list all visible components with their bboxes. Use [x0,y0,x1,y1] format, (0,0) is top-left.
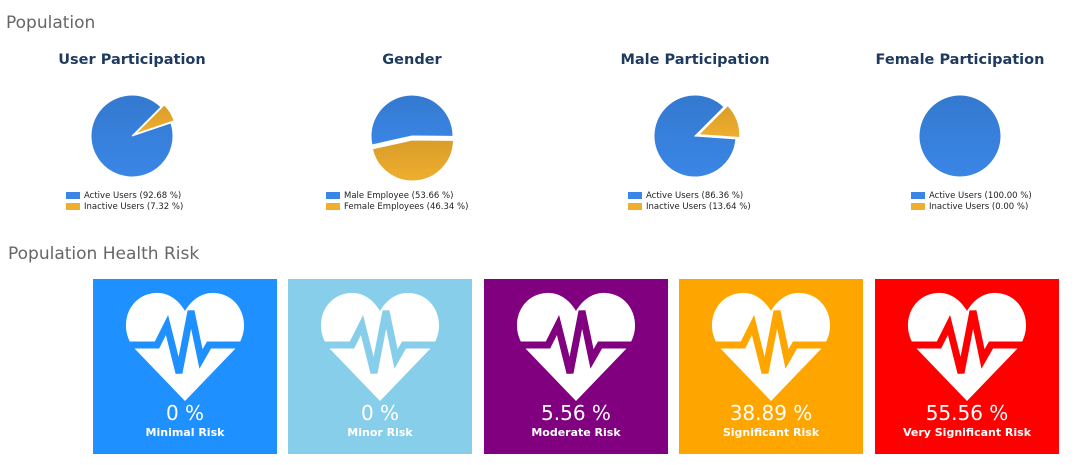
legend-swatch [628,203,642,210]
legend-label: Active Users (92.68 %) [84,190,182,201]
chart-legend: Male Employee (53.66 %) Female Employees… [326,190,468,212]
legend-swatch [628,192,642,199]
user-participation-chart: User Participation Active Users (92.68 %… [12,52,252,222]
pie-chart [918,94,1002,178]
pie-chart [653,94,741,178]
male-participation-chart: Male Participation Active Users (86.36 %… [575,52,815,222]
risk-label: Moderate Risk [531,426,621,439]
legend-swatch [911,203,925,210]
health-risk-section-title: Population Health Risk [8,244,200,264]
pie-slice-female-employees[interactable] [371,139,454,182]
risk-card-significant[interactable]: 38.89 % Significant Risk [679,279,863,454]
legend-item: Active Users (86.36 %) [628,190,751,201]
legend-item: Active Users (100.00 %) [911,190,1032,201]
gender-chart: Gender Male Employee (53.66 %) Female Em… [292,52,532,222]
chart-legend: Active Users (92.68 %) Inactive Users (7… [66,190,183,212]
risk-card-minimal[interactable]: 0 % Minimal Risk [93,279,277,454]
legend-item: Inactive Users (13.64 %) [628,201,751,212]
heart-pulse-icon [514,292,638,401]
female-participation-chart: Female Participation Active Users (100.0… [840,52,1080,222]
chart-legend: Active Users (100.00 %) Inactive Users (… [911,190,1032,212]
chart-title: User Participation [58,52,206,68]
risk-label: Minor Risk [347,426,413,439]
chart-title: Male Participation [620,52,770,68]
chart-title: Gender [382,52,442,68]
legend-label: Inactive Users (7.32 %) [84,201,184,212]
heart-pulse-icon [905,292,1029,401]
legend-item: Active Users (92.68 %) [66,190,183,201]
pie-slice-active-users[interactable] [653,94,737,178]
risk-percentage: 38.89 % [729,401,813,425]
legend-item: Inactive Users (0.00 %) [911,201,1032,212]
chart-title: Female Participation [875,52,1045,68]
risk-label: Significant Risk [722,426,820,439]
risk-percentage: 0 % [165,401,205,425]
legend-label: Active Users (86.36 %) [646,190,744,201]
legend-label: Inactive Users (0.00 %) [929,201,1029,212]
pie-slice-inactive-users[interactable] [135,104,175,135]
legend-swatch [66,203,80,210]
risk-label: Minimal Risk [145,426,225,439]
heart-pulse-icon [123,292,247,401]
risk-percentage: 5.56 % [541,401,611,425]
legend-swatch [66,192,80,199]
risk-percentage: 55.56 % [925,401,1009,425]
risk-card-minor[interactable]: 0 % Minor Risk [288,279,472,454]
legend-label: Active Users (100.00 %) [929,190,1032,201]
risk-card-very-significant[interactable]: 55.56 % Very Significant Risk [875,279,1059,454]
legend-item: Female Employees (46.34 %) [326,201,468,212]
legend-item: Male Employee (53.66 %) [326,190,468,201]
legend-label: Male Employee (53.66 %) [344,190,454,201]
legend-item: Inactive Users (7.32 %) [66,201,183,212]
legend-swatch [326,192,340,199]
legend-label: Inactive Users (13.64 %) [646,201,751,212]
pie-slice-male-employee[interactable] [370,94,454,146]
pie-chart [370,94,454,182]
legend-swatch [326,203,340,210]
risk-card-moderate[interactable]: 5.56 % Moderate Risk [484,279,668,454]
legend-label: Female Employees (46.34 %) [344,201,469,212]
pie-slice-active-users[interactable] [90,94,174,178]
risk-label: Very Significant Risk [902,426,1032,439]
heart-pulse-icon [709,292,833,401]
legend-swatch [911,192,925,199]
heart-pulse-icon [318,292,442,401]
risk-percentage: 0 % [360,401,400,425]
pie-slice-inactive-users[interactable] [697,104,741,139]
pie-chart [90,94,175,178]
population-section-title: Population [6,13,96,33]
pie-slice-active-users[interactable] [918,94,1002,178]
chart-legend: Active Users (86.36 %) Inactive Users (1… [628,190,751,212]
